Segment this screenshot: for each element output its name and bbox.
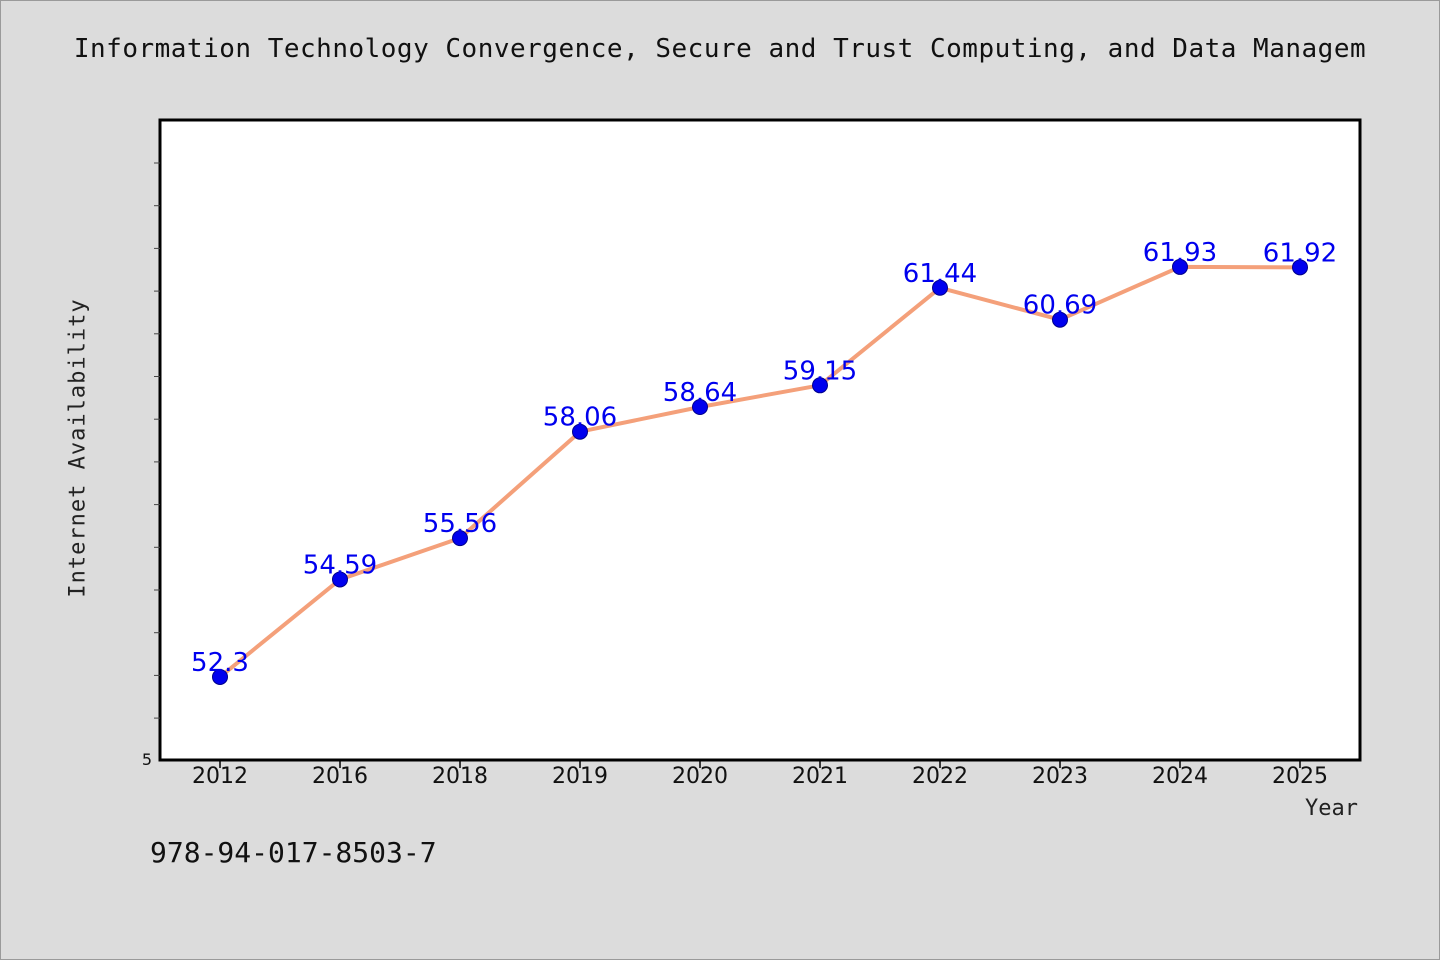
data-label: 58.64: [663, 378, 737, 408]
data-point: [572, 423, 588, 440]
data-label: 58.06: [543, 403, 617, 433]
data-point: [932, 279, 948, 296]
data-point: [692, 398, 708, 415]
x-tick-label: 2018: [432, 764, 488, 789]
x-tick-label: 2016: [312, 764, 368, 789]
data-point: [212, 668, 228, 685]
series-line: [218, 264, 1301, 679]
data-point: [332, 571, 348, 588]
chart-title: Information Technology Convergence, Secu…: [73, 34, 1367, 64]
data-point: [1172, 258, 1188, 275]
data-label: 61.93: [1143, 238, 1217, 268]
x-axis-label: Year: [1305, 796, 1358, 821]
data-point: [452, 530, 468, 547]
isbn-text: 978-94-017-8503-7: [150, 836, 437, 869]
x-tick-label: 2021: [792, 764, 848, 789]
data-label: 52.3: [191, 648, 249, 678]
data-label: 61.92: [1263, 238, 1337, 268]
x-tick-label: 2022: [912, 764, 968, 789]
x-tick-label: 2020: [672, 764, 728, 789]
x-tick-label: 2012: [192, 764, 248, 789]
data-label: 55.56: [423, 509, 497, 539]
plot-area: [158, 118, 1362, 762]
data-point: [1292, 259, 1308, 276]
data-label: 59.15: [783, 356, 857, 386]
x-tick-label: 2024: [1152, 764, 1208, 789]
data-label: 61.44: [903, 259, 977, 289]
x-tick-label: 2019: [552, 764, 608, 789]
y-tick-label: 5: [142, 750, 152, 769]
data-label: 54.59: [303, 550, 377, 580]
data-point: [1052, 311, 1068, 328]
data-label: 60.69: [1023, 291, 1097, 321]
x-tick-label: 2023: [1032, 764, 1088, 789]
data-point: [812, 377, 828, 394]
x-tick-label: 2025: [1272, 764, 1328, 789]
